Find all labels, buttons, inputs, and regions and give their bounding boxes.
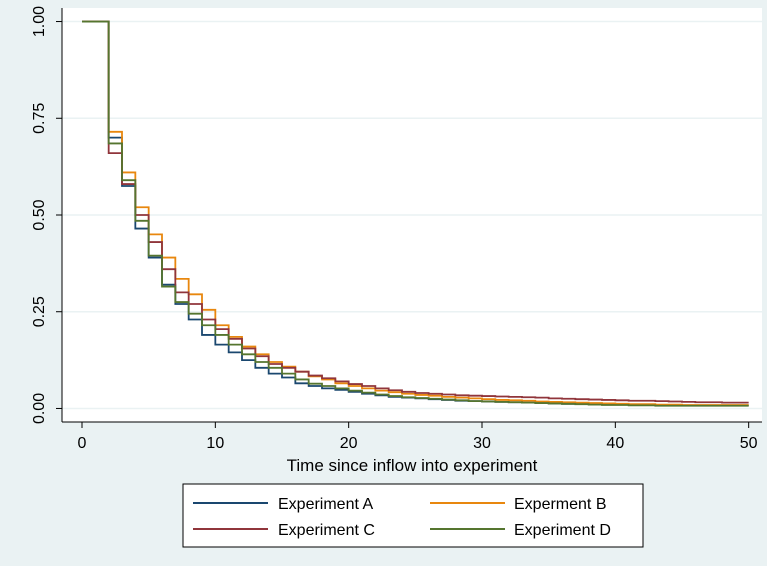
x-ticks: 0 10 20 30 40 50: [78, 422, 758, 452]
legend-label-experiment-a: Experiment A: [278, 496, 373, 513]
y-tick-label-3: 0.75: [31, 103, 48, 134]
y-tick-label-1: 0.25: [31, 296, 48, 327]
x-tick-label-0: 0: [78, 435, 87, 452]
grid-lines: [62, 20, 762, 410]
series-line-experiment-c: [82, 20, 749, 404]
series-lines: [82, 20, 749, 407]
x-tick-label-4: 40: [606, 435, 624, 452]
y-tick-label-2: 0.50: [31, 199, 48, 230]
y-ticks: 0.00 0.25 0.50 0.75 1.00: [31, 6, 62, 424]
x-tick-label-5: 50: [740, 435, 758, 452]
x-tick-label-1: 10: [206, 435, 224, 452]
legend-label-experment-b: Experment B: [514, 496, 606, 513]
legend-label-experiment-d: Experiment D: [514, 522, 611, 539]
y-tick-label-0: 0.00: [31, 393, 48, 424]
legend-label-experiment-c: Experiment C: [278, 522, 375, 539]
series-line-experiment-d: [82, 20, 749, 407]
legend-box: [182, 483, 644, 548]
legend: Experiment A Experment B Experiment C Ex…: [182, 483, 644, 548]
x-tick-label-3: 30: [473, 435, 491, 452]
x-tick-label-2: 20: [340, 435, 358, 452]
y-tick-label-4: 1.00: [31, 6, 48, 37]
x-axis-label: Time since inflow into experiment: [287, 456, 538, 475]
